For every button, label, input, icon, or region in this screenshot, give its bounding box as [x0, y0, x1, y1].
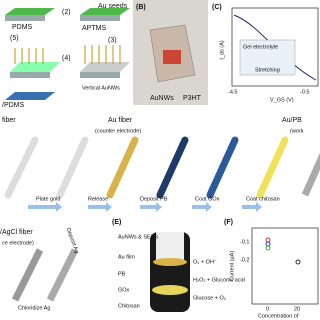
fiber: [106, 136, 139, 199]
step: Coat GOx: [195, 196, 220, 202]
tick: -0.1: [240, 239, 249, 245]
label: Chitosan: [118, 303, 140, 309]
title: Au fiber: [108, 117, 133, 124]
label: PDMS: [12, 24, 33, 31]
substrate: [80, 8, 130, 15]
inset: [239, 39, 296, 76]
panel-tag: (C): [212, 4, 222, 11]
point: [295, 259, 301, 265]
reaction: Glucose + O₂: [193, 295, 226, 301]
label: PB: [118, 271, 126, 277]
step: Coat chitosan: [246, 196, 280, 202]
step: Deposit PB: [140, 196, 168, 202]
label: GOx: [118, 287, 130, 293]
label: Au seeds: [98, 3, 128, 10]
reaction: O₂ + OH⁻: [193, 259, 217, 265]
axis-label: I_ds (A): [219, 40, 225, 59]
step: (2): [62, 9, 71, 16]
point: [265, 245, 271, 251]
axis-label: V_GS (V): [270, 97, 294, 103]
fiber: [156, 136, 189, 199]
substrate: [5, 8, 55, 15]
fiber: [256, 136, 289, 199]
panel-c: (C) Gel electrolyte Stretching I_ds (A) …: [212, 4, 319, 103]
reaction: H₂O₂ + Gluconic acid: [193, 277, 245, 283]
tick: -4.5: [228, 89, 237, 95]
inset-label: Gel electrolyte: [243, 44, 278, 50]
label: APTMS: [82, 25, 106, 32]
p3ht: [163, 50, 181, 64]
substrate: [80, 62, 130, 72]
step: Chloridize Ag: [18, 305, 50, 311]
tick: -0.5: [300, 89, 309, 95]
fiber: [11, 248, 44, 302]
substrate-side: [10, 72, 50, 78]
panel-a: (2) (3) (4) (5) Au seeds PDMS APTMS Vert…: [2, 3, 130, 109]
step: (3): [108, 37, 117, 44]
fiber: [56, 136, 89, 199]
panel-tag: (E): [112, 219, 121, 226]
axis-label: Concentration of: [258, 313, 299, 319]
panel-tag: (F): [224, 219, 233, 226]
axis-label: Current (μA): [229, 251, 235, 282]
step: Plate gold: [36, 196, 60, 202]
point: [265, 237, 271, 243]
au-film: [156, 232, 184, 262]
step: Release: [88, 196, 108, 202]
step: (4): [62, 55, 71, 62]
fiber: [206, 136, 239, 199]
tick: -0.2: [240, 257, 249, 263]
title: Au/PB: [282, 117, 302, 124]
substrate-side: [5, 15, 45, 21]
tick: 20: [294, 306, 300, 312]
label: AuNWs: [150, 95, 174, 102]
title: fiber: [2, 117, 16, 124]
label: P3HT: [183, 95, 202, 102]
panel-tag: (B): [136, 4, 146, 11]
gox: [152, 285, 188, 295]
substrate-side: [80, 15, 120, 21]
substrate: [10, 62, 60, 72]
inset-label: Stretching: [255, 67, 280, 73]
panel-d: fiber Au fiber (counter electrode) Au/PB…: [0, 117, 320, 311]
title: (work: [290, 128, 304, 134]
fiber: [4, 136, 39, 199]
axes: [251, 227, 319, 305]
substrate: [5, 92, 55, 100]
label: Au film: [118, 254, 135, 260]
arrows: [28, 202, 262, 212]
title: ce electrode): [2, 240, 34, 246]
label: /PDMS: [2, 102, 25, 109]
fiber: [301, 152, 320, 197]
panel-b: (B) AuNWs P3HT: [133, 0, 208, 105]
tick: 0: [266, 306, 269, 312]
axes: [231, 7, 319, 87]
step: (5): [10, 35, 19, 42]
panel-f: (F) Current (μA) -0.1 -0.2 0 20 Concentr…: [224, 219, 319, 319]
pb: [153, 258, 187, 266]
point: [265, 241, 271, 247]
label: AuNWs & SEBS: [118, 234, 158, 240]
title: /AgCl fiber: [0, 229, 33, 236]
title: (counter electrode): [95, 128, 141, 134]
label: Vertical AuNWs: [82, 85, 120, 91]
panel-e: (E) AuNWs & SEBS Au film PB GOx Chitosan…: [112, 219, 245, 312]
nanowires: [14, 45, 121, 64]
fiber: [46, 248, 79, 302]
substrate-side: [80, 72, 120, 78]
